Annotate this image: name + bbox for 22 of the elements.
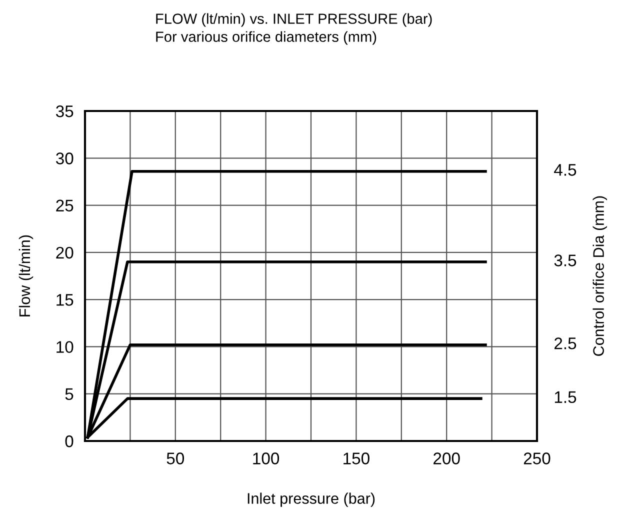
y2-axis-title: Control orifice Dia (mm): [592, 196, 607, 356]
y-tick-label: 25: [56, 200, 74, 212]
x-tick-label: 150: [344, 452, 370, 464]
x-tick-label: 250: [524, 452, 550, 464]
x-tick-label: 100: [253, 452, 280, 464]
y-tick-label: 10: [56, 341, 74, 353]
x-tick-label: 200: [434, 452, 460, 464]
chart-title: FLOW (lt/min) vs. INLET PRESSURE (bar): [156, 13, 432, 27]
text: 3.5: [554, 254, 576, 266]
y-tick-label: 20: [56, 246, 74, 259]
y-axis-title: Flow (lt/min): [18, 235, 34, 316]
y-tick-label: 35: [56, 105, 74, 118]
x-axis-title: Inlet pressure (bar): [248, 492, 375, 507]
y-tick-label: 0: [65, 435, 74, 448]
chart-subtitle: For various orifice diameters (mm): [156, 31, 376, 45]
x-tick-label: 50: [166, 452, 184, 464]
y-tick-label: 30: [56, 152, 74, 164]
text: 2.5: [554, 338, 576, 350]
text: 1.5: [554, 391, 576, 404]
y-tick-label: 15: [56, 294, 74, 306]
text: 4.5: [554, 164, 576, 176]
y-tick-label: 5: [65, 388, 74, 400]
